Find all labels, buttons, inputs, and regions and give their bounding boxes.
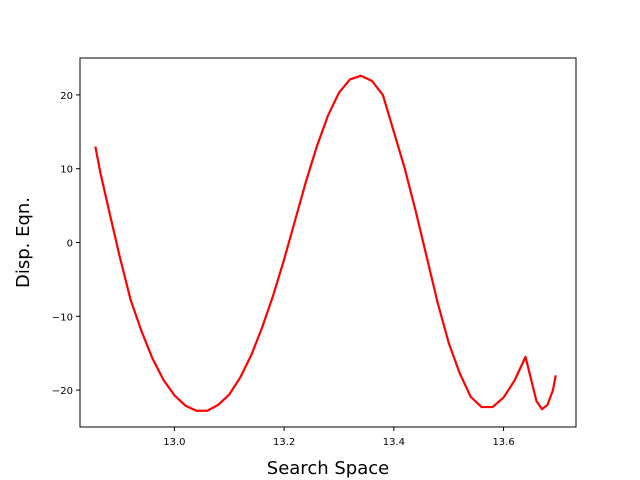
y-tick-label: −20 [52, 386, 73, 397]
x-tick-label: 13.0 [163, 437, 185, 448]
y-axis-label: Disp. Eqn. [13, 197, 34, 288]
x-tick-label: 13.6 [492, 437, 514, 448]
x-axis-label: Search Space [267, 458, 389, 479]
series-line-0 [94, 74, 557, 412]
ticks: 13.0 13.2 13.4 13.6 20 10 0 −10 −20 [52, 91, 515, 448]
x-tick-label: 13.4 [383, 437, 405, 448]
y-tick-label: 20 [60, 91, 73, 102]
plot-area [94, 74, 557, 412]
y-tick-label: 10 [60, 165, 73, 176]
y-tick-label: 0 [67, 239, 73, 250]
y-tick-label: −10 [52, 312, 73, 323]
x-tick-label: 13.2 [273, 437, 295, 448]
